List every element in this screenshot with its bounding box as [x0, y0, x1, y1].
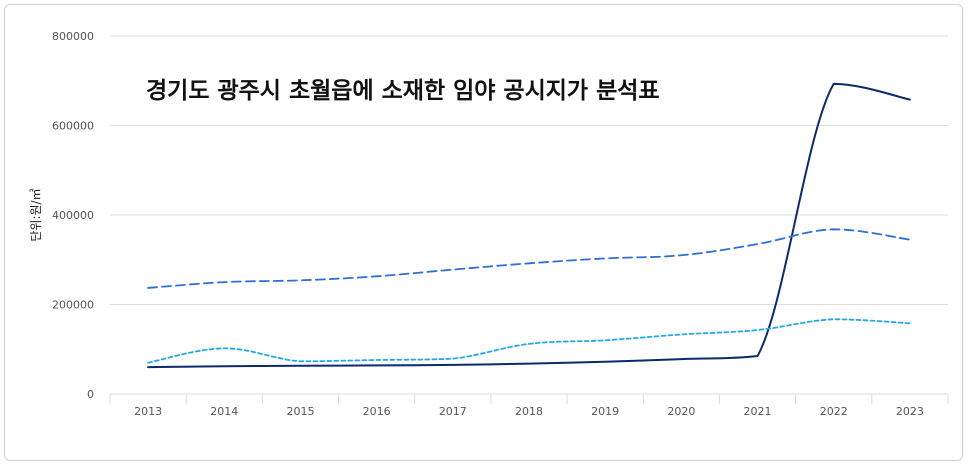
series-line-dashed — [147, 228, 911, 289]
y-tick-label: 200000 — [52, 299, 94, 312]
axes: 0 200000 400000 600000 800000 2013 2014 2015 201… — [52, 30, 924, 418]
x-tick-label: 2015 — [286, 405, 314, 418]
grid-lines — [109, 35, 949, 404]
series-line-dotted — [147, 318, 911, 364]
x-tick-label: 2014 — [210, 405, 238, 418]
x-tick-label: 2020 — [667, 405, 695, 418]
x-tick-label: 2016 — [363, 405, 391, 418]
y-tick-label: 0 — [87, 388, 94, 401]
y-axis-label: 단위:원/㎡ — [29, 188, 43, 241]
x-tick-label: 2023 — [896, 405, 924, 418]
x-tick-label: 2021 — [744, 405, 772, 418]
x-tick-label: 2018 — [515, 405, 543, 418]
series-lines — [147, 82, 911, 369]
y-tick-label: 800000 — [52, 30, 94, 43]
chart-frame — [4, 4, 963, 461]
x-tick-label: 2013 — [134, 405, 162, 418]
x-tick-label: 2017 — [439, 405, 467, 418]
y-tick-label: 600000 — [52, 120, 94, 133]
x-tick-label: 2022 — [820, 405, 848, 418]
series-line-solid — [147, 82, 911, 369]
chart-title: 경기도 광주시 초월읍에 소재한 임야 공시지가 분석표 — [146, 78, 660, 104]
x-tick-label: 2019 — [591, 405, 619, 418]
y-tick-label: 400000 — [52, 209, 94, 222]
